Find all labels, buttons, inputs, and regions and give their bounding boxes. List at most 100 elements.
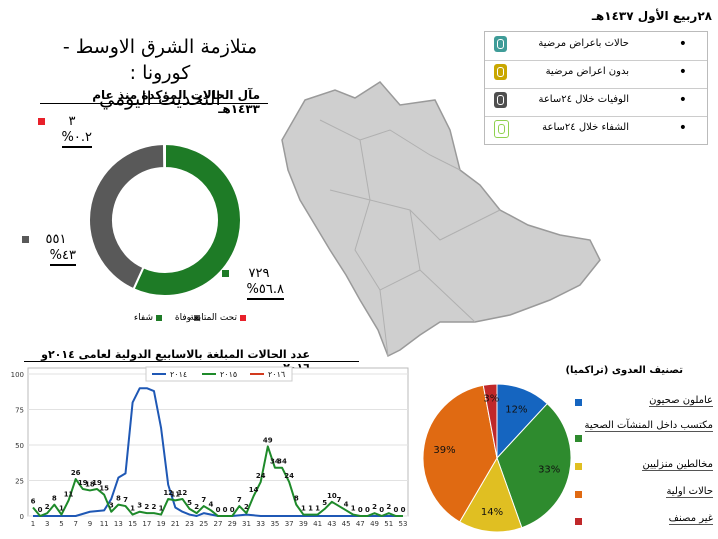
data-label: 24: [256, 472, 266, 480]
data-label: 8: [52, 495, 57, 503]
infection-type-pie-chart: 12% 33% 14% 39% 3%: [422, 383, 572, 533]
map-legend: • حالات باعراض مرضية • بدون اعراض مرضية …: [484, 31, 708, 145]
pie-chart-title: تصنيف العدوى (تراكميا): [565, 365, 683, 376]
x-tick-label: 53: [399, 520, 408, 528]
page-title-line-1: متلازمة الشرق الاوسط - كورونا :: [62, 36, 258, 84]
recovered-percent: %٥٦.٨: [246, 282, 284, 300]
data-label: 7: [201, 496, 206, 504]
data-label: 0: [393, 506, 398, 514]
recovered-count: ٧٢٩: [248, 266, 270, 281]
x-tick-label: 29: [228, 520, 237, 528]
bullet: •: [678, 120, 687, 136]
data-label: 12: [163, 489, 173, 497]
data-label: 0: [216, 506, 221, 514]
data-label: 34: [277, 458, 287, 466]
data-label: 11: [64, 490, 74, 498]
bullet: •: [678, 92, 687, 108]
data-label: 2: [194, 503, 199, 511]
map-legend-label: الشفاء خلال ٢٤ساعة: [542, 122, 629, 133]
legend-swatch: [575, 518, 582, 525]
saudi-map: [281, 81, 601, 358]
data-label: 2: [144, 503, 149, 511]
y-tick-label: 0: [20, 513, 24, 521]
divider: [40, 103, 268, 104]
x-tick-label: 33: [256, 520, 265, 528]
data-label: 0: [401, 506, 406, 514]
data-label: 8: [294, 495, 299, 503]
data-label: 1: [59, 505, 64, 513]
data-label: 19: [78, 479, 88, 487]
data-label: 5: [187, 499, 192, 507]
recovered-count-label: ٧٢٩ %٥٦.٨: [222, 266, 284, 300]
data-label: 2: [152, 503, 157, 511]
x-tick-label: 13: [114, 520, 123, 528]
outcomes-donut-chart: [88, 142, 242, 297]
map-legend-row: • الوفيات خلال ٢٤ساعة: [485, 88, 707, 117]
map-legend-label: الوفيات خلال ٢٤ساعة: [538, 94, 629, 105]
legend-item: تحت المتابعة: [189, 313, 246, 323]
pie-slice: [422, 384, 498, 523]
pie-data-label: 33%: [538, 465, 560, 476]
data-label: 3: [109, 502, 114, 510]
data-label: 1: [315, 505, 320, 513]
bullet: •: [678, 64, 687, 80]
legend-label: غير مصنف: [668, 513, 713, 525]
legend-label: عاملون صحيون: [649, 395, 713, 407]
pie-data-label: 12%: [505, 404, 527, 415]
legend-label: ٢٠١٥: [220, 370, 237, 379]
data-label: 1: [159, 505, 164, 513]
map-marker-icon: [494, 120, 509, 138]
x-tick-label: 17: [142, 520, 151, 528]
map-marker-icon: [494, 64, 507, 80]
x-tick-label: 51: [384, 520, 393, 528]
data-label: 0: [230, 506, 235, 514]
data-label: 2: [386, 503, 391, 511]
map-regions: [319, 119, 501, 357]
data-label: 0: [223, 506, 228, 514]
x-tick-label: 47: [356, 520, 365, 528]
legend-swatch: [240, 314, 246, 321]
map-legend-label: حالات باعراض مرضية: [538, 38, 629, 49]
x-tick-label: 7: [73, 520, 77, 528]
donut-chart-title: مآل الحالات المؤكدة منذ عام ١٤٣٣هـ: [92, 88, 260, 116]
map-legend-row: • الشفاء خلال ٢٤ساعة: [485, 116, 707, 144]
legend-label: شفاء: [133, 313, 153, 323]
x-tick-label: 27: [214, 520, 223, 528]
divider: [24, 361, 359, 362]
legend-label: حالات اولية: [666, 486, 713, 498]
x-tick-label: 9: [88, 520, 92, 528]
data-label: 0: [365, 506, 370, 514]
page-title-line-2: التحديث اليومي: [99, 88, 221, 110]
data-label: 15: [99, 485, 109, 493]
bullet: •: [678, 36, 687, 52]
data-label: 19: [92, 479, 102, 487]
data-label: 49: [263, 436, 273, 444]
y-tick-label: 25: [15, 478, 24, 486]
legend-item: وفاة: [175, 313, 200, 323]
legend-swatch: [156, 314, 162, 321]
x-tick-label: 35: [270, 520, 279, 528]
followup-count-label: ٣ %٠.٢: [38, 114, 92, 148]
legend-item: مخالطين منزليين: [583, 459, 713, 471]
x-tick-label: 11: [100, 520, 109, 528]
y-tick-label: 50: [15, 442, 24, 450]
legend-item: غير مصنف: [583, 513, 713, 525]
pie-slice: [482, 383, 498, 459]
data-label: 2: [45, 503, 50, 511]
map-legend-row: • حالات باعراض مرضية: [485, 32, 707, 61]
x-tick-label: 21: [171, 520, 180, 528]
data-label: 12: [178, 489, 188, 497]
x-tick-label: 23: [185, 520, 194, 528]
data-label: 0: [379, 506, 384, 514]
followup-percent: %٠.٢: [61, 130, 92, 148]
x-tick-label: 45: [342, 520, 351, 528]
legend-label: ٢٠١٦: [268, 370, 285, 379]
recovered-swatch: [222, 270, 229, 277]
data-label: 2: [244, 503, 249, 511]
legend-item: حالات اولية: [583, 486, 713, 498]
legend-item: مكتسب داخل المنشآت الصحية: [583, 420, 713, 432]
legend-label: تحت المتابعة: [189, 313, 237, 323]
data-label: 0: [358, 506, 363, 514]
data-label: 1: [301, 505, 306, 513]
legend-label: ٢٠١٤: [170, 370, 187, 379]
